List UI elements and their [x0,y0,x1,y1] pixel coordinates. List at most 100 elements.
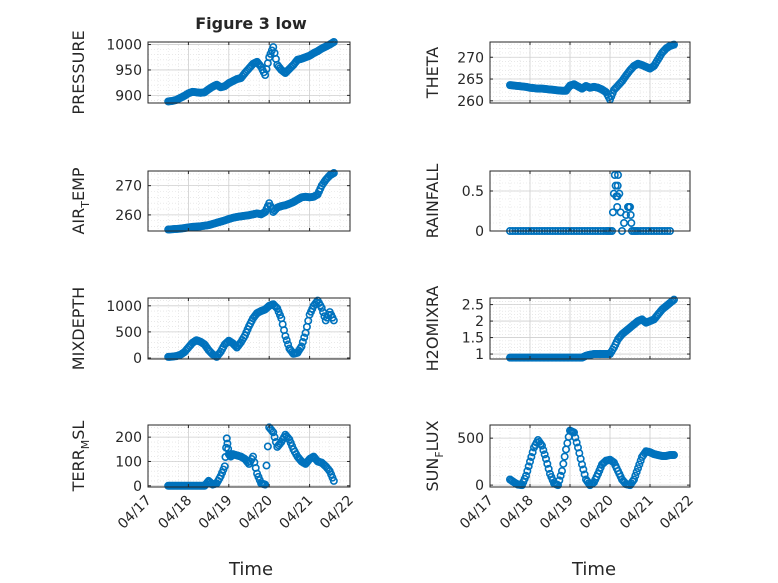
data-point [282,336,291,345]
axes-box-sun-flux [489,424,691,488]
data-point [621,211,630,220]
data-point [559,459,568,468]
data-point [613,181,622,190]
data-point [613,203,622,212]
y-tick-label: 0 [133,351,142,367]
ylabel-sun-flux: SUNFLUX [423,420,446,491]
y-tick-label: 260 [115,208,142,224]
data-point [527,452,536,461]
subplot-h2omixra: 11.522.5 H2OMIXRA [423,286,691,372]
data-point [528,448,537,457]
data-point [632,467,641,476]
y-tick-label: 2.5 [462,298,484,314]
ylabel-rainfall: RAINFALL [423,164,442,239]
data-point [539,446,548,455]
data-point [627,219,636,228]
data-point [625,203,634,212]
data-point [555,476,564,485]
data-point [263,442,272,451]
y-tick-label: 0 [133,479,142,495]
data-point [222,434,231,443]
ylabel-pressure: PRESSURE [69,30,88,114]
y-tick-label: 1000 [106,38,142,54]
subplot-pressure: 900 950 1000 PRESSURE [69,30,351,115]
data-point [317,303,326,312]
y-tick-label: 1 [475,347,484,363]
data-point [560,452,569,461]
xlabel-left: Time [228,559,273,580]
y-tick-label: 265 [457,72,484,88]
data-point [553,481,562,490]
y-tick-label: 0 [475,478,484,494]
data-point [619,219,628,228]
ylabel-terr-msl: TERRMSL [69,421,92,493]
axes-box-terr-msl [147,424,351,488]
axes-box-h2omixra [489,297,691,360]
data-point [633,464,642,473]
subplot-mixdepth: 0 500 1000 MIXDEPTH [69,287,351,370]
data-point [626,211,635,220]
y-tick-label: 0 [475,224,484,240]
data-point [635,460,644,469]
data-point [329,476,338,485]
axes-box-mixdepth [147,297,351,360]
data-point [262,461,271,470]
data-point [261,480,270,489]
data-point [329,316,338,325]
data-point [571,433,580,442]
axes-box-theta [489,41,691,104]
y-tick-label: 2 [475,314,484,330]
ylabel-air-temp: AIRTEMP [69,167,92,234]
data-point [523,467,532,476]
data-point [669,40,678,49]
data-point [329,169,338,178]
ylabel-mixdepth: MIXDEPTH [69,287,88,370]
y-tick-label: 950 [115,63,142,79]
ylabel-theta: THETA [423,47,442,99]
data-point [556,471,565,480]
data-point [297,342,306,351]
data-point [543,459,552,468]
data-point [524,462,533,471]
data-point [270,433,279,442]
data-point [577,460,586,469]
axes-box-pressure [147,41,351,104]
y-tick-label: 270 [457,50,484,66]
data-point [269,428,278,437]
y-tick-label: 500 [457,431,484,447]
data-point [557,467,566,476]
y-tick-label: 270 [115,179,142,195]
data-point [525,457,534,466]
y-tick-label: 1000 [106,299,142,315]
subplot-air-temp: 260 270 AIRTEMP [69,167,351,235]
y-tick-label: 900 [115,88,142,104]
data-point [580,470,589,479]
data-point [298,337,307,346]
data-point [521,471,530,480]
data-point [267,426,276,435]
data-point [540,450,549,459]
y-tick-label: 260 [457,94,484,110]
y-tick-label: 1.5 [462,331,484,347]
ylabel-h2omixra: H2OMIXRA [423,286,442,372]
data-point [610,171,619,180]
data-point [669,295,678,304]
data-point [572,438,581,447]
data-point [223,439,232,448]
data-point [537,441,546,450]
data-point [629,475,638,484]
data-point [613,171,622,180]
y-tick-label: 500 [115,325,142,341]
data-point [541,454,550,463]
data-point [544,464,553,473]
data-point [615,189,624,198]
data-point [631,471,640,480]
data-point [579,465,588,474]
data-point [608,208,617,217]
data-point [669,451,678,460]
y-tick-label: 0.5 [462,184,484,200]
axes-box-rainfall [489,170,691,232]
data-point [569,428,578,437]
data-point [281,332,290,341]
subplot-theta: 260 265 270 THETA [423,40,691,110]
